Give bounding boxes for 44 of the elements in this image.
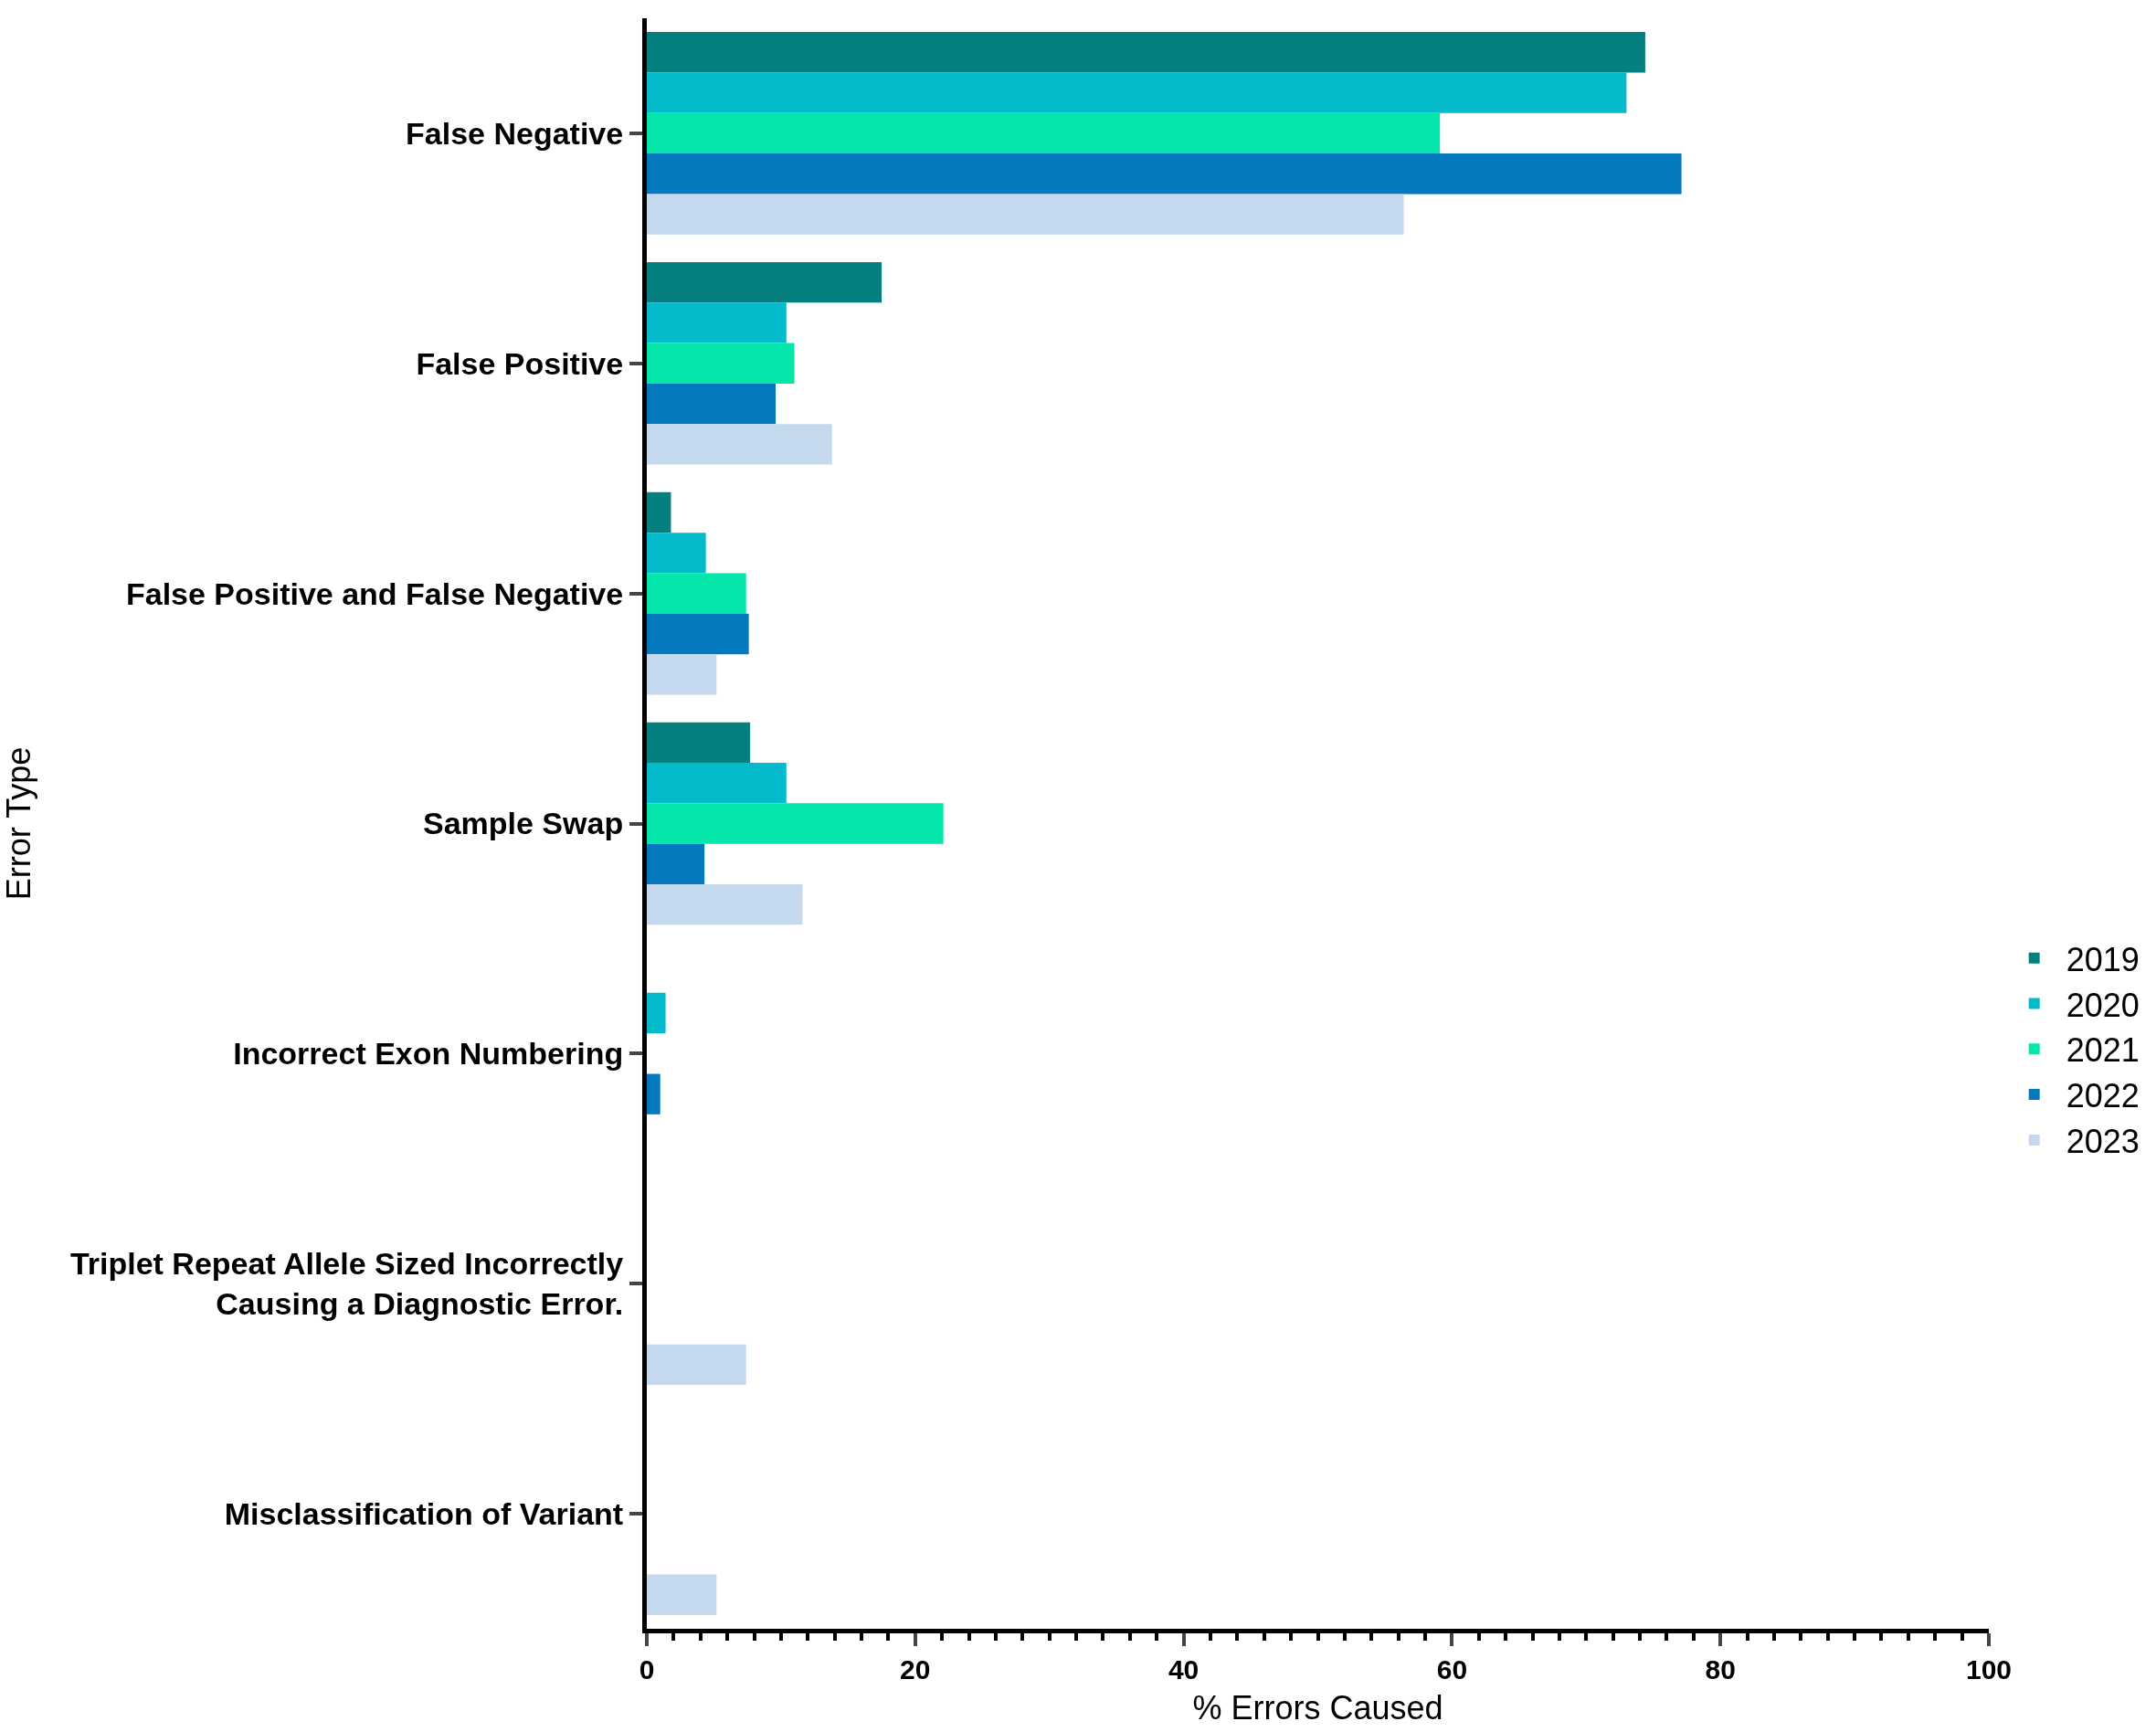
x-tick-label: 0	[639, 1654, 655, 1684]
bar	[647, 883, 803, 925]
legend-label: 2019	[2066, 940, 2140, 978]
bar	[647, 843, 705, 884]
y-tick-label: Sample Swap	[423, 806, 624, 841]
y-axis-title: Error Type	[0, 746, 37, 901]
x-tick-label: 40	[1168, 1654, 1200, 1684]
y-tick-label: Misclassification of Variant	[224, 1495, 624, 1531]
y-tick-label: False Positive	[416, 345, 624, 381]
bar	[647, 302, 787, 343]
bar	[647, 803, 944, 844]
bar	[647, 112, 1441, 154]
legend-label: 2021	[2066, 1031, 2140, 1070]
bar	[647, 72, 1627, 113]
legend-label: 2022	[2066, 1077, 2140, 1115]
y-tick-label: Incorrect Exon Numbering	[233, 1036, 624, 1072]
bar	[647, 992, 666, 1034]
bar	[647, 153, 1682, 195]
x-axis-title: % Errors Caused	[1192, 1688, 1443, 1727]
bar	[647, 722, 751, 764]
y-tick-label: False Positive and False Negative	[125, 576, 624, 611]
x-tick-label: 60	[1436, 1654, 1468, 1684]
bar	[647, 491, 671, 533]
bar	[647, 32, 1645, 73]
x-tick-label: 100	[1965, 1654, 2013, 1684]
y-tick-label: False Negative	[406, 115, 624, 151]
bar	[647, 424, 832, 465]
bar	[647, 1574, 717, 1615]
x-tick-label: 20	[900, 1654, 931, 1684]
bar	[647, 1344, 746, 1386]
bar	[647, 194, 1404, 235]
bar	[647, 343, 795, 384]
x-tick-label: 80	[1705, 1654, 1736, 1684]
bar	[647, 261, 882, 303]
bar	[647, 1073, 661, 1114]
legend-label: 2020	[2066, 986, 2140, 1024]
y-tick-label: Triplet Repeat Allele Sized Incorrectly Causing a Diagnostic Error.	[69, 1246, 624, 1322]
bar	[647, 613, 749, 655]
bar	[647, 383, 777, 425]
legend-label: 2023	[2066, 1122, 2140, 1160]
bar	[647, 573, 746, 614]
bar	[647, 654, 717, 695]
bar	[647, 763, 787, 804]
bar	[647, 533, 706, 574]
